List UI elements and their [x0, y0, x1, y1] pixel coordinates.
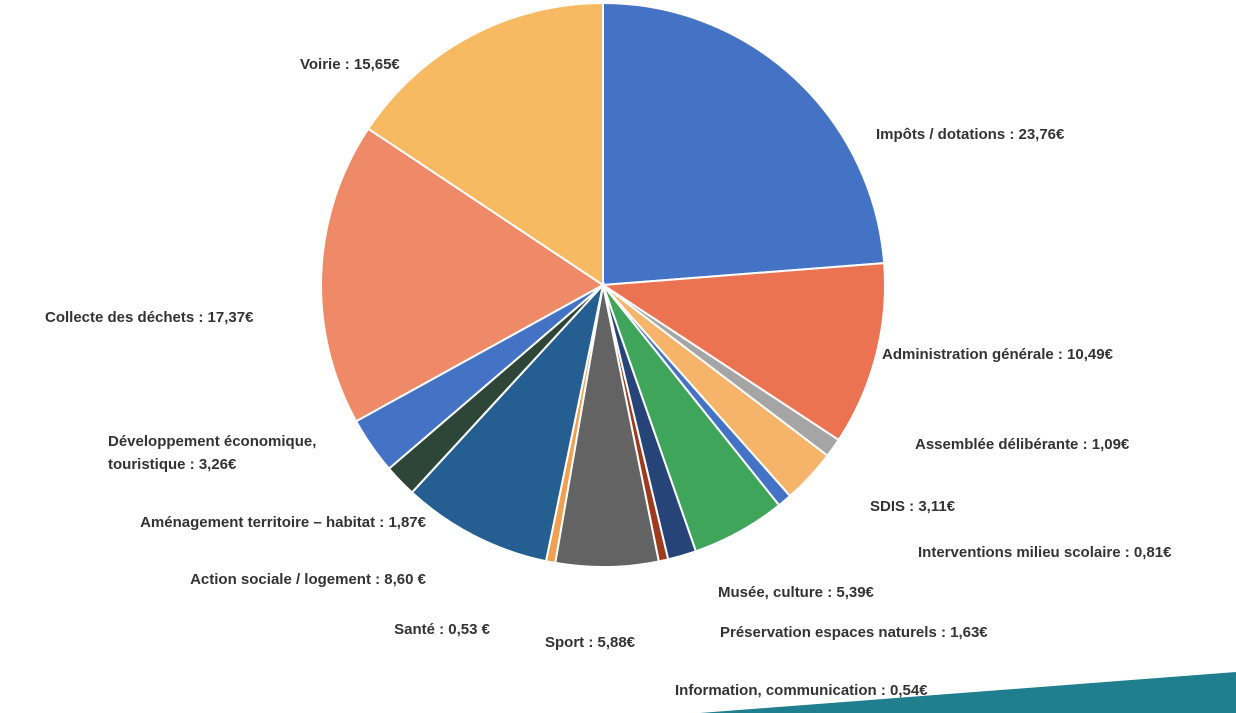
slice-label: Préservation espaces naturels : 1,63€	[720, 624, 988, 641]
slice-label: Assemblée délibérante : 1,09€	[915, 436, 1130, 453]
slice-label: Sport : 5,88€	[545, 634, 636, 651]
slice-label: Santé : 0,53 €	[394, 621, 491, 638]
slice-label: Interventions milieu scolaire : 0,81€	[918, 544, 1172, 561]
slice-label: Développement économique,	[108, 433, 316, 450]
slice-label: Voirie : 15,65€	[300, 56, 400, 73]
slice-label: Action sociale / logement : 8,60 €	[190, 571, 427, 588]
slice-label: Musée, culture : 5,39€	[718, 584, 875, 601]
decoration	[700, 672, 1236, 713]
pie-slice	[366, 1, 604, 287]
slice-label: Aménagement territoire – habitat : 1,87€	[140, 514, 427, 531]
slice-label: Information, communication : 0,54€	[675, 682, 928, 699]
slice-label: SDIS : 3,11€	[870, 498, 956, 515]
slice-label: Impôts / dotations : 23,76€	[876, 126, 1065, 143]
pie-slice	[602, 1, 886, 287]
slice-label: Administration générale : 10,49€	[882, 346, 1114, 363]
pie-slice	[600, 262, 886, 442]
pie-slice	[410, 281, 605, 563]
slice-label: Collecte des déchets : 17,37€	[45, 309, 254, 326]
pie-slice	[320, 127, 605, 423]
slice-label: touristique : 3,26€	[108, 456, 237, 473]
